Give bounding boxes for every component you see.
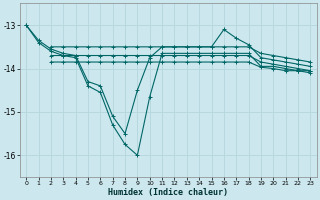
X-axis label: Humidex (Indice chaleur): Humidex (Indice chaleur) — [108, 188, 228, 197]
